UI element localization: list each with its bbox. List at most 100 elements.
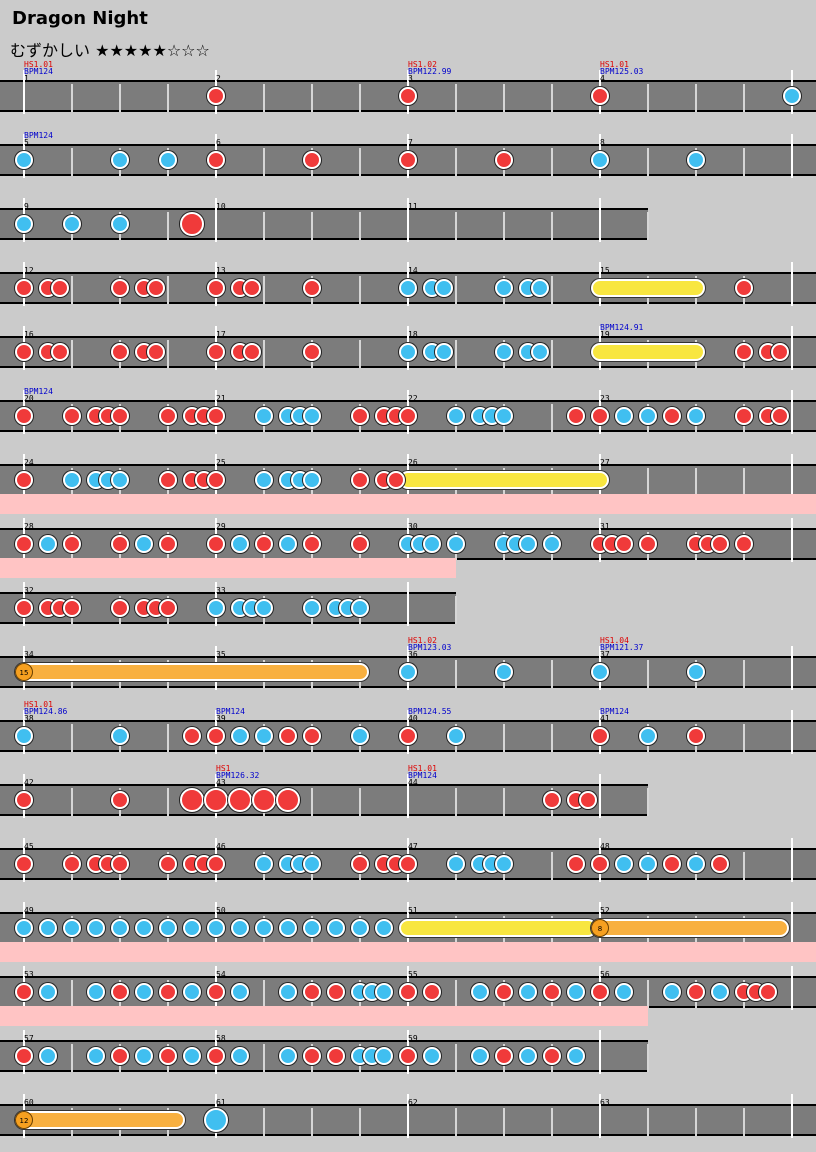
ka-note xyxy=(303,855,321,873)
don-note xyxy=(15,279,33,297)
don-note xyxy=(15,343,33,361)
don-note xyxy=(51,343,69,361)
balloon-roll-bar xyxy=(591,919,789,937)
ka-note xyxy=(39,983,57,1001)
beat-line xyxy=(263,1044,265,1072)
ka-note xyxy=(495,855,513,873)
ka-note xyxy=(231,727,249,745)
beat-line xyxy=(503,1108,505,1136)
difficulty-label: むずかしい xyxy=(10,41,91,60)
beat-line xyxy=(695,1108,697,1136)
don-note xyxy=(711,855,729,873)
ka-note xyxy=(495,279,513,297)
measure-number: 34 xyxy=(24,650,34,659)
ka-note xyxy=(351,919,369,937)
ka-note xyxy=(39,1047,57,1065)
measure-number: 8 xyxy=(600,138,605,147)
don-note xyxy=(243,279,261,297)
ka-note xyxy=(519,535,537,553)
ka-note xyxy=(399,663,417,681)
measure-line xyxy=(215,198,217,242)
don-note xyxy=(303,151,321,169)
ka-note xyxy=(711,983,729,1001)
ka-note xyxy=(15,727,33,745)
ka-note xyxy=(111,727,129,745)
beat-line xyxy=(647,212,649,240)
note-lane xyxy=(0,198,649,242)
beat-line xyxy=(455,1108,457,1136)
drumroll-bar xyxy=(399,471,609,489)
beat-line xyxy=(167,212,169,240)
beat-line xyxy=(695,468,697,496)
ka-note xyxy=(255,727,273,745)
bpm-label: BPM123.03 xyxy=(408,643,452,652)
measure-line xyxy=(791,1094,793,1138)
beat-line xyxy=(647,84,649,112)
measure-number: 63 xyxy=(600,1098,610,1107)
chart-row: 57 58 59 xyxy=(0,1006,816,1088)
measure-number: 36 xyxy=(408,650,418,659)
measure-line xyxy=(791,966,793,1010)
ka-note xyxy=(591,151,609,169)
beat-line xyxy=(71,980,73,1008)
measure-number: 13 xyxy=(216,266,226,275)
hs-label: HS1.01 xyxy=(24,700,53,709)
beat-line xyxy=(455,148,457,176)
big-don-note xyxy=(252,788,276,812)
bpm-label: BPM124 xyxy=(408,771,437,780)
chart-row: HS1.01 BPM124.86 38 BPM124 39 BPM124.55 40 BPM1… xyxy=(0,700,816,768)
measure-number: 39 xyxy=(216,714,226,723)
don-note xyxy=(207,471,225,489)
don-note xyxy=(495,151,513,169)
beat-line xyxy=(71,1044,73,1072)
beat-line xyxy=(647,788,649,816)
gogo-time-band xyxy=(0,558,456,578)
chart-row: BPM124 20 21 22 23 xyxy=(0,384,816,448)
beat-line xyxy=(263,1108,265,1136)
measure-number: 51 xyxy=(408,906,418,915)
measure-number: 57 xyxy=(24,1034,34,1043)
don-note xyxy=(303,1047,321,1065)
don-note xyxy=(663,407,681,425)
ka-note xyxy=(15,919,33,937)
don-note xyxy=(327,983,345,1001)
measure-line xyxy=(407,582,409,626)
don-note xyxy=(351,407,369,425)
measure-number: 5 xyxy=(24,138,29,147)
beat-line xyxy=(647,1044,649,1072)
don-note xyxy=(303,279,321,297)
don-note xyxy=(399,87,417,105)
measure-number: 33 xyxy=(216,586,226,595)
beat-line xyxy=(647,148,649,176)
ka-note xyxy=(183,919,201,937)
ka-note xyxy=(471,1047,489,1065)
bpm-label: BPM124.86 xyxy=(24,707,68,716)
don-note xyxy=(147,343,165,361)
ka-note xyxy=(183,983,201,1001)
measure-line xyxy=(791,390,793,434)
don-note xyxy=(147,279,165,297)
measure-number: 49 xyxy=(24,906,34,915)
don-note xyxy=(255,535,273,553)
measure-number: 53 xyxy=(24,970,34,979)
don-note xyxy=(111,599,129,617)
don-note xyxy=(735,279,753,297)
don-note xyxy=(423,983,441,1001)
measure-line xyxy=(791,902,793,946)
chart-row: 9 10 11 xyxy=(0,192,816,256)
drumroll-bar xyxy=(399,919,597,937)
don-note xyxy=(303,727,321,745)
note-lane xyxy=(0,774,649,818)
measure-number: 56 xyxy=(600,970,610,979)
ka-note xyxy=(495,407,513,425)
measure-number: 9 xyxy=(24,202,29,211)
ka-note xyxy=(639,855,657,873)
don-note xyxy=(303,343,321,361)
measure-line xyxy=(599,1030,601,1074)
don-note xyxy=(207,983,225,1001)
beat-line xyxy=(263,276,265,304)
beat-line xyxy=(743,852,745,880)
ka-note xyxy=(327,919,345,937)
big-don-note xyxy=(276,788,300,812)
bpm-label: BPM125.03 xyxy=(600,67,644,76)
